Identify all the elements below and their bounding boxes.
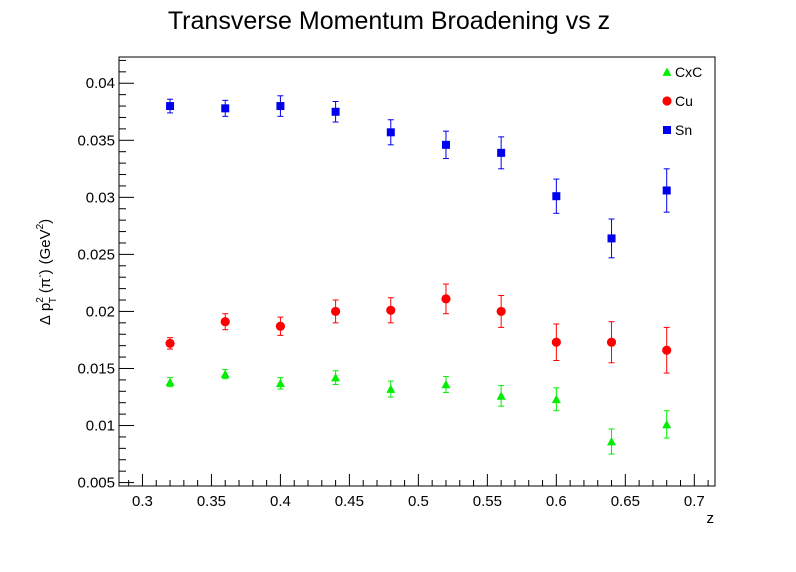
legend-marker	[663, 126, 671, 134]
y-axis: 0.005 0.01 0.015 0.02 0.025 0.03 0.035 0.04	[77, 59, 134, 492]
chart-title: Transverse Momentum Broadening vs z	[168, 7, 610, 35]
series-sn	[166, 95, 671, 259]
data-point	[607, 234, 616, 243]
data-point	[441, 294, 451, 304]
data-point	[386, 384, 396, 393]
legend-label: CxC	[675, 64, 702, 80]
x-tick-label: 0.65	[611, 493, 640, 510]
legend-label: Cu	[675, 93, 693, 109]
x-tick-label: 0.7	[684, 493, 705, 510]
data-point	[275, 378, 285, 388]
y-tick-label: 0.04	[86, 75, 115, 92]
data-point	[220, 369, 230, 379]
x-tick-label: 0.55	[473, 493, 502, 510]
data-point	[496, 306, 506, 317]
data-point	[441, 140, 450, 149]
y-tick-label: 0.005	[77, 475, 115, 492]
x-axis: 0.3 0.35 0.4 0.45 0.5 0.55 0.6 0.65 0.7	[128, 474, 709, 510]
data-point	[275, 321, 286, 331]
y-axis-title: Δp2 T(π-)(GeV2)	[35, 219, 59, 325]
legend-marker	[662, 96, 672, 106]
data-point	[551, 394, 561, 404]
data-point	[331, 373, 341, 382]
x-tick-label: 0.35	[197, 493, 226, 510]
data-point	[606, 337, 617, 347]
data-point	[441, 379, 451, 389]
legend-item-cu: Cu	[662, 93, 693, 109]
y-tick-label: 0.02	[86, 303, 115, 320]
data-point	[331, 107, 340, 116]
data-point	[165, 377, 175, 386]
data-point	[221, 104, 230, 113]
y-tick-label: 0.015	[77, 360, 115, 377]
legend-marker	[662, 67, 672, 76]
series-cxc	[165, 369, 672, 455]
data-series	[165, 95, 672, 455]
x-tick-label: 0.5	[408, 493, 429, 510]
plot-frame	[118, 56, 716, 487]
x-tick-label: 0.45	[335, 493, 364, 510]
data-point	[607, 437, 617, 446]
data-point	[386, 128, 395, 137]
data-point	[165, 338, 175, 348]
data-point	[496, 391, 506, 400]
legend-item-sn: Sn	[663, 122, 692, 138]
data-point	[662, 345, 672, 355]
data-point	[551, 337, 561, 347]
series-cu	[165, 283, 672, 374]
x-tick-label: 0.4	[270, 493, 291, 510]
data-point	[220, 317, 230, 327]
x-tick-label: 0.6	[546, 493, 567, 510]
legend: CxC Cu Sn	[662, 64, 702, 138]
data-point	[166, 102, 175, 111]
data-point	[662, 419, 672, 429]
y-tick-label: 0.035	[77, 132, 115, 149]
x-axis-title: z	[707, 510, 715, 527]
data-point	[331, 306, 341, 317]
x-tick-label: 0.3	[132, 493, 153, 510]
data-point	[276, 102, 285, 111]
legend-label: Sn	[675, 122, 692, 138]
y-tick-label: 0.025	[77, 246, 115, 263]
legend-item-cxc: CxC	[662, 64, 702, 80]
data-point	[386, 305, 396, 315]
y-tick-label: 0.03	[86, 189, 115, 206]
data-point	[662, 186, 671, 195]
data-point	[497, 148, 506, 157]
data-point	[552, 192, 561, 201]
y-tick-label: 0.01	[86, 418, 115, 435]
